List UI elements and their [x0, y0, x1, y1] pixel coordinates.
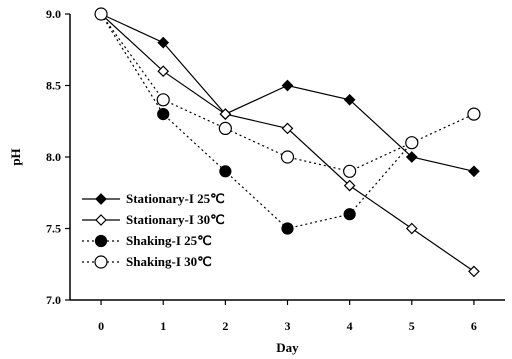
- data-point: [219, 108, 232, 120]
- data-point: [156, 93, 170, 107]
- y-tick-label: 9.0: [46, 7, 61, 21]
- legend-entry: Shaking-I 30℃: [82, 254, 212, 269]
- series-layer: [94, 7, 481, 278]
- data-point: [280, 150, 295, 164]
- data-point: [343, 179, 356, 192]
- data-point: [157, 107, 170, 121]
- data-point: [405, 222, 418, 235]
- data-point: [405, 151, 418, 163]
- y-tick-label: 8.0: [46, 150, 61, 164]
- legend-entry: Stationary-I 25℃: [82, 191, 225, 206]
- series-2: [95, 8, 480, 278]
- data-point: [467, 107, 481, 121]
- y-axis-title: pH: [8, 148, 23, 165]
- x-tick-label: 1: [160, 319, 166, 333]
- series-line: [100, 13, 475, 172]
- series-4: [94, 7, 481, 178]
- x-axis-title: Day: [276, 340, 299, 355]
- x-tick-label: 3: [285, 319, 291, 333]
- data-point: [343, 208, 356, 221]
- x-tick-label: 4: [347, 319, 353, 333]
- series-line: [100, 13, 413, 230]
- y-tick-label: 7.5: [46, 222, 61, 236]
- data-point: [343, 93, 356, 106]
- legend-marker: [95, 193, 107, 205]
- x-tick-label: 0: [98, 319, 104, 333]
- legend-entry: Stationary-I 30℃: [82, 212, 225, 227]
- series-line: [100, 13, 475, 172]
- legend-marker: [94, 255, 108, 269]
- data-point: [281, 122, 294, 135]
- legend-marker: [95, 214, 107, 226]
- axes: 7.0 7.5 8.0 8.5 9.0 0 1 2 3 4 5 6: [46, 7, 505, 333]
- data-point: [468, 165, 480, 178]
- legend-label: Stationary-I 25℃: [126, 191, 225, 206]
- data-point: [94, 7, 108, 21]
- data-point: [405, 136, 419, 150]
- data-point: [281, 222, 294, 235]
- legend-marker: [94, 234, 108, 248]
- legend-label: Shaking-I 25℃: [126, 233, 212, 248]
- x-tick-label: 2: [222, 319, 228, 333]
- data-point: [157, 36, 170, 49]
- y-tick-label: 8.5: [46, 79, 61, 93]
- x-tick-label: 5: [409, 319, 415, 333]
- data-point: [281, 79, 294, 92]
- legend: Stationary-I 25℃ Stationary-I 30℃ Shaking-…: [82, 191, 225, 269]
- legend-entry: Shaking-I 25℃: [82, 233, 212, 248]
- data-point: [343, 164, 357, 178]
- x-tick-label: 6: [471, 319, 477, 333]
- legend-label: Shaking-I 30℃: [126, 254, 212, 269]
- data-point: [218, 121, 232, 135]
- y-tick-label: 7.0: [46, 293, 61, 307]
- legend-label: Stationary-I 30℃: [126, 212, 225, 227]
- data-point: [157, 65, 170, 78]
- data-point: [219, 165, 232, 178]
- data-point: [468, 265, 480, 278]
